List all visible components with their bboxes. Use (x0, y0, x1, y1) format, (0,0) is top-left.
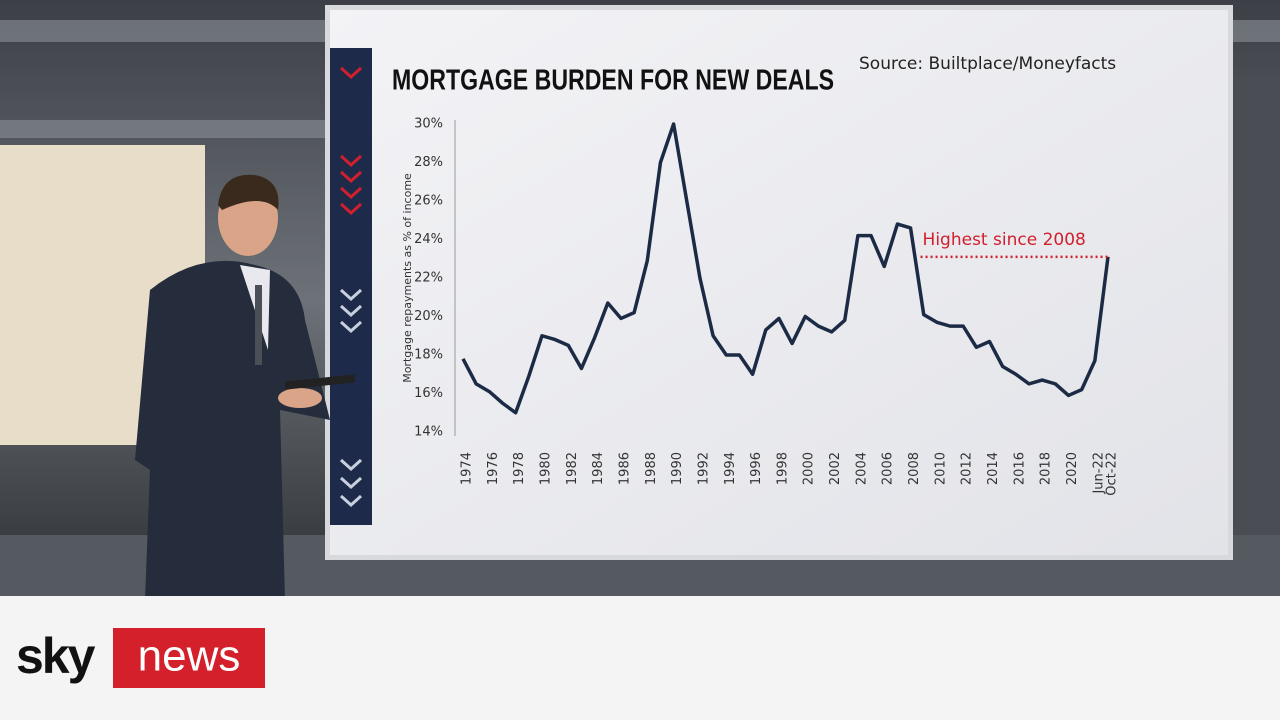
y-tick-label: 16% (414, 386, 443, 401)
x-tick-label: 1988 (644, 452, 659, 485)
studio-beam (0, 120, 330, 138)
studio-wall (1232, 80, 1280, 560)
x-tick-label: Jun-22 (1091, 452, 1106, 495)
data-line (461, 122, 1110, 415)
y-tick-label: 14% (414, 425, 443, 440)
x-tick-label: 1996 (749, 452, 764, 485)
x-tick-label: Oct-22 (1105, 452, 1120, 496)
x-tick-label: 2016 (1012, 452, 1027, 485)
x-tick-label: 1986 (617, 452, 632, 485)
x-tick-label: 2004 (854, 452, 869, 485)
chart-title: MORTGAGE BURDEN FOR NEW DEALS (392, 65, 834, 97)
y-axis-label: Mortgage repayments as % of income (401, 173, 414, 383)
x-tick-label: 2006 (881, 452, 896, 485)
y-tick-label: 28% (414, 155, 443, 170)
chevrons (339, 288, 363, 508)
x-tick-label: 2008 (907, 452, 922, 485)
logo-box (113, 628, 265, 688)
x-tick-label: 1994 (723, 452, 738, 485)
logo-channel: news (138, 632, 241, 681)
plot: 14% 16% 18% 20% 22% 24% 26% 28% 30% 1974 1976 1978 1… (414, 117, 1119, 496)
y-tick-label: 22% (414, 271, 443, 286)
y-tick-label: 26% (414, 194, 443, 209)
x-tick-label: 1976 (486, 452, 501, 485)
x-tick-label: 1980 (538, 452, 553, 485)
x-tick-label: 2014 (986, 452, 1001, 485)
x-tick-label: 2010 (933, 452, 948, 485)
x-tick-label: 2018 (1039, 452, 1054, 485)
panel-stripe (330, 48, 372, 525)
logo-brand: sky (16, 628, 96, 684)
x-tick-label: 1982 (565, 452, 580, 485)
x-tick-label: 1992 (696, 452, 711, 485)
y-tick-label: 24% (414, 232, 443, 247)
x-tick-label: 2000 (802, 452, 817, 485)
x-tick-label: 2020 (1065, 452, 1080, 485)
y-tick-label: 18% (414, 348, 443, 363)
x-tick-label: 1984 (591, 452, 606, 485)
y-tick-label: 30% (414, 117, 443, 132)
chart-panel (330, 10, 1228, 555)
x-tick-label: 1978 (512, 452, 527, 485)
x-tick-label: 1974 (460, 452, 475, 485)
chevrons (339, 66, 363, 216)
y-tick-label: 20% (414, 309, 443, 324)
annotation-label: Highest since 2008 (923, 230, 1086, 250)
chart-source: Source: Builtplace/Moneyfacts (859, 54, 1116, 74)
presenter (135, 174, 356, 600)
x-tick-label: 2012 (960, 452, 975, 485)
x-tick-label: 2002 (828, 452, 843, 485)
x-tick-label: 1998 (775, 452, 790, 485)
x-tick-label: 1990 (670, 452, 685, 485)
